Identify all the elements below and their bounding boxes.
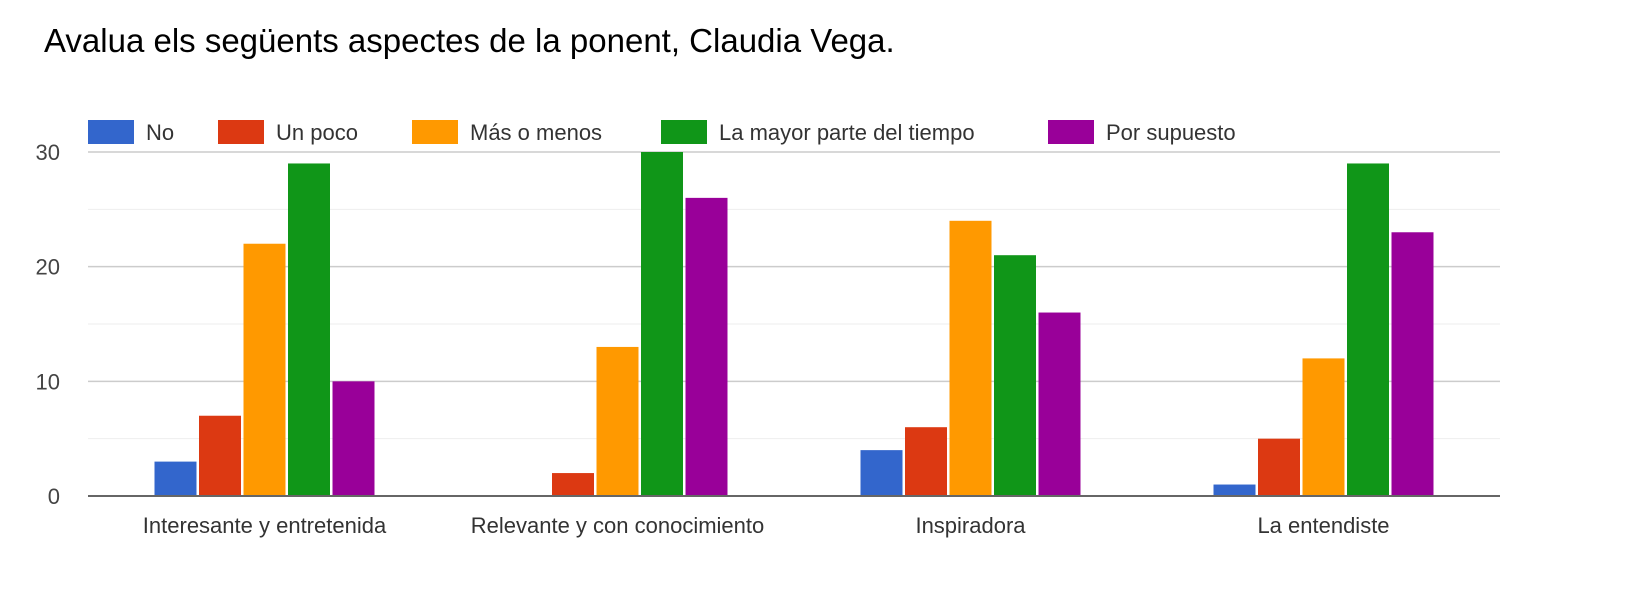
- legend-label: Un poco: [276, 120, 358, 145]
- bar: [860, 450, 903, 496]
- legend-swatch: [412, 120, 458, 144]
- y-tick-label: 30: [36, 140, 60, 165]
- legend-label: Por supuesto: [1106, 120, 1236, 145]
- bar: [685, 197, 728, 496]
- bar: [641, 152, 683, 496]
- legend-label: Más o menos: [470, 120, 602, 145]
- bar: [243, 243, 286, 496]
- legend-label: La mayor parte del tiempo: [719, 120, 975, 145]
- bar: [596, 346, 639, 496]
- bar: [154, 461, 197, 496]
- bar: [1258, 438, 1300, 496]
- y-tick-label: 0: [48, 484, 60, 509]
- bar: [288, 163, 330, 496]
- legend-label: No: [146, 120, 174, 145]
- bar: [1302, 358, 1345, 496]
- bar: [199, 415, 241, 496]
- y-tick-label: 10: [36, 369, 60, 394]
- axes: 0 10 20 30 Interesante y entretenida Relevant…: [36, 140, 1500, 538]
- bars: [154, 152, 1434, 497]
- bar: [994, 255, 1036, 496]
- x-tick-label: Interesante y entretenida: [143, 513, 387, 538]
- x-tick-label: Relevante y con conocimiento: [471, 513, 765, 538]
- bar: [949, 220, 992, 497]
- bar: [1347, 163, 1389, 496]
- legend: No Un poco Más o menos La mayor parte del t…: [88, 120, 1236, 145]
- bar: [1391, 232, 1434, 496]
- bar: [905, 427, 947, 496]
- x-tick-label: Inspiradora: [915, 513, 1026, 538]
- x-tick-label: La entendiste: [1257, 513, 1389, 538]
- bar: [1038, 312, 1081, 496]
- y-tick-label: 20: [36, 255, 60, 280]
- chart-title: Avalua els següents aspectes de la ponen…: [44, 22, 895, 59]
- bar: [552, 473, 594, 496]
- legend-swatch: [88, 120, 134, 144]
- bar: [1213, 484, 1256, 496]
- legend-swatch: [218, 120, 264, 144]
- bar: [332, 381, 375, 496]
- legend-swatch: [1048, 120, 1094, 144]
- legend-swatch: [661, 120, 707, 144]
